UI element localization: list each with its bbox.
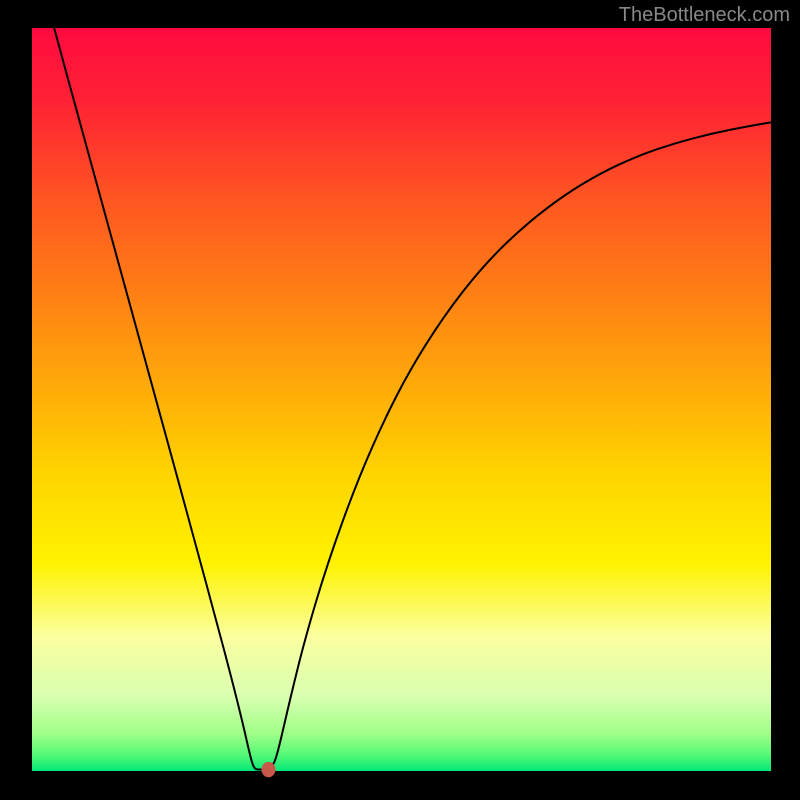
watermark-label: TheBottleneck.com: [619, 4, 790, 27]
bottleneck-chart: [0, 0, 800, 800]
optimal-point-marker: [261, 762, 275, 777]
chart-background: [32, 28, 771, 771]
chart-container: [0, 0, 800, 800]
